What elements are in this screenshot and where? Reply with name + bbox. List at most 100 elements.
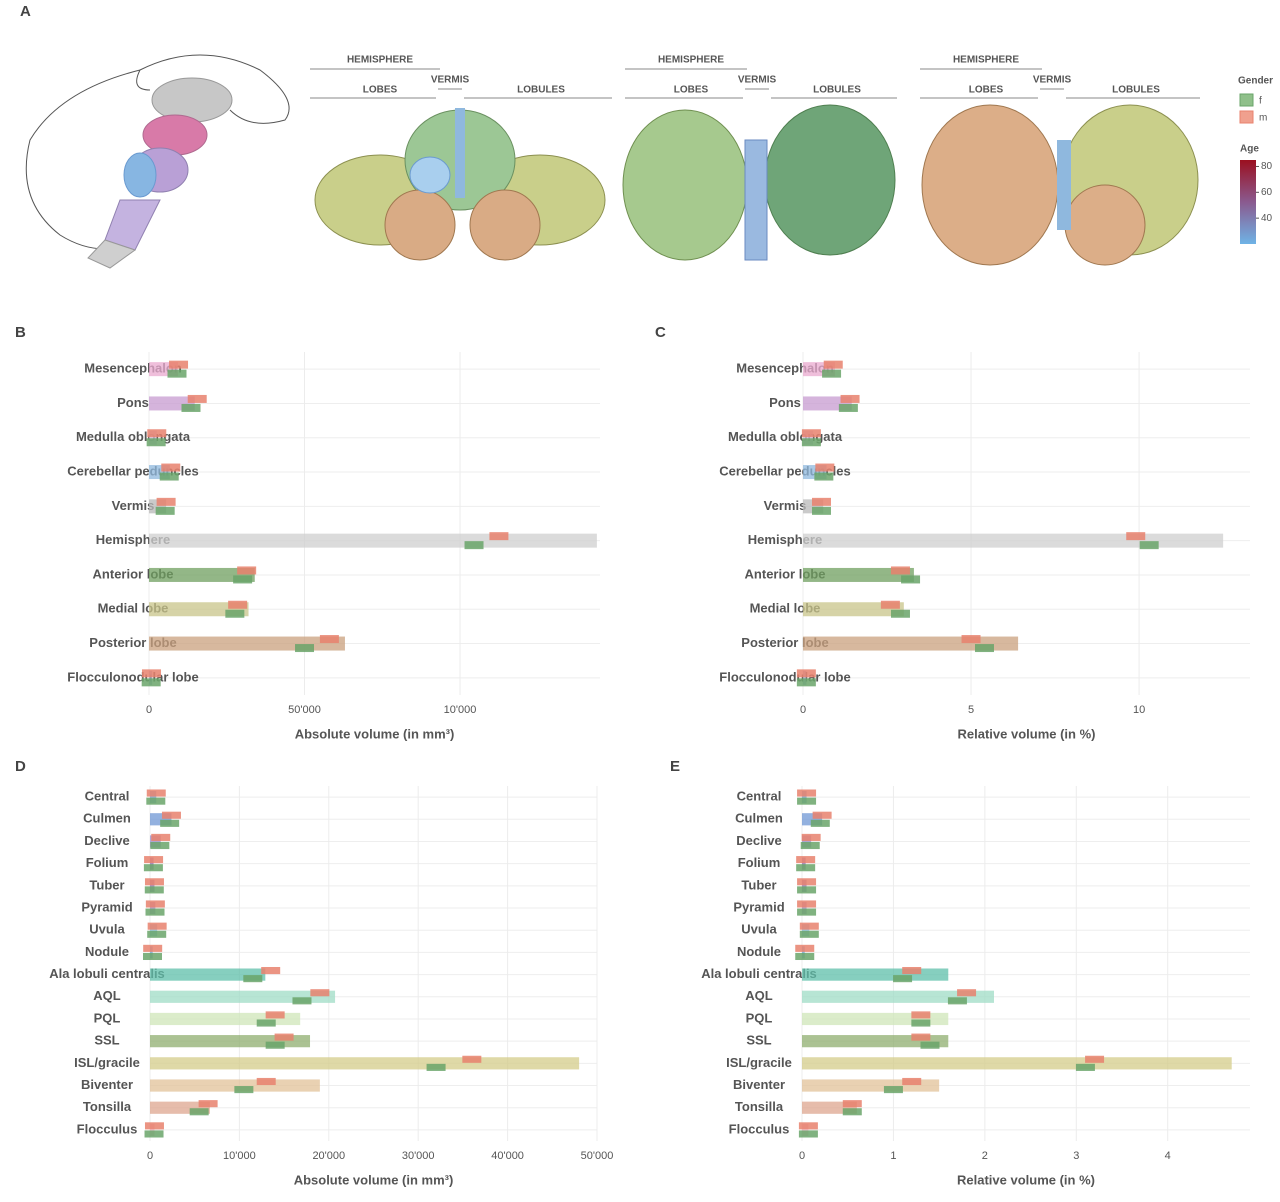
median-box <box>143 944 163 952</box>
y-tick-label: Tonsilla <box>735 1099 784 1114</box>
median-box <box>161 811 181 819</box>
median-box <box>880 600 900 609</box>
median-box <box>1126 532 1146 541</box>
median-box <box>838 403 858 412</box>
bar <box>802 857 806 870</box>
bar <box>150 1123 155 1137</box>
median-box <box>911 1019 931 1027</box>
y-tick-label: Flocculus <box>77 1121 138 1136</box>
x-tick-label: 1 <box>890 1150 896 1162</box>
median-box <box>146 797 166 805</box>
bar <box>149 430 157 445</box>
median-box <box>1085 1055 1105 1063</box>
median-box <box>144 886 164 894</box>
median-box <box>237 566 257 575</box>
median-box <box>796 856 816 864</box>
bar <box>802 924 810 937</box>
median-box <box>801 438 821 447</box>
median-box <box>796 669 816 678</box>
y-tick-label: ISL/gracile <box>726 1055 792 1070</box>
y-tick-label: Ala lobuli centralis <box>49 966 165 981</box>
y-tick-label: Pons <box>769 395 801 410</box>
median-box <box>464 541 484 550</box>
view-label: LOBES <box>674 85 709 96</box>
age-colorbar <box>1240 160 1256 244</box>
brain-sagittal <box>25 54 290 269</box>
bar <box>150 946 153 959</box>
x-tick-label: 10'000 <box>444 704 477 716</box>
panel-label: A <box>20 3 31 20</box>
view-label: VERMIS <box>431 75 470 86</box>
bar <box>802 990 994 1003</box>
panel-label: C <box>655 324 666 341</box>
bar <box>803 533 1224 548</box>
y-tick-label: Ala lobuli centralis <box>701 966 817 981</box>
median-box <box>144 1122 164 1130</box>
median-box <box>144 1130 164 1138</box>
x-tick-label: 40'000 <box>491 1150 524 1162</box>
x-tick-label: 30'000 <box>402 1150 435 1162</box>
median-box <box>160 819 180 827</box>
median-box <box>147 429 167 438</box>
y-tick-label: Flocculus <box>729 1121 790 1136</box>
median-box <box>801 429 821 438</box>
median-box <box>319 635 339 644</box>
median-box <box>181 403 201 412</box>
median-box <box>842 1108 862 1116</box>
median-box <box>797 886 817 894</box>
age-tick-label: 40 <box>1261 213 1273 224</box>
y-tick-label: AQL <box>93 988 121 1003</box>
x-tick-label: 5 <box>968 704 974 716</box>
median-box <box>920 1041 940 1049</box>
median-box <box>902 966 922 975</box>
y-tick-label: Culmen <box>83 811 131 826</box>
bar <box>150 790 157 804</box>
median-box <box>902 1077 922 1086</box>
bar <box>803 567 914 582</box>
x-axis-label: Relative volume (in %) <box>957 1172 1095 1187</box>
bar <box>150 924 158 937</box>
median-box <box>890 566 910 575</box>
median-box <box>141 669 161 678</box>
median-box <box>797 878 817 886</box>
median-box <box>141 678 161 687</box>
median-box <box>274 1033 294 1041</box>
median-box <box>256 1077 276 1086</box>
x-tick-label: 0 <box>799 1150 805 1162</box>
median-box <box>796 678 816 687</box>
median-box <box>810 819 830 827</box>
bar <box>802 1123 809 1137</box>
median-box <box>798 1130 818 1138</box>
median-box <box>795 944 815 952</box>
bar <box>150 879 155 892</box>
median-box <box>815 463 835 472</box>
y-tick-label: Tonsilla <box>83 1099 132 1114</box>
y-tick-label: Folium <box>738 855 781 870</box>
median-box <box>462 1055 482 1063</box>
median-box <box>1139 541 1159 550</box>
x-axis-label: Absolute volume (in mm³) <box>295 726 455 741</box>
y-tick-label: ISL/gracile <box>74 1055 140 1070</box>
y-tick-label: Medulla oblongata <box>76 429 191 444</box>
median-box <box>811 497 831 506</box>
bar <box>802 879 807 892</box>
median-box <box>489 532 509 541</box>
y-tick-label: Tuber <box>89 877 124 892</box>
x-tick-label: 10'000 <box>223 1150 256 1162</box>
median-box <box>146 789 166 797</box>
y-tick-label: Pons <box>117 395 149 410</box>
panel-label: B <box>15 324 26 341</box>
median-box <box>811 506 831 515</box>
x-tick-label: 50'000 <box>581 1150 614 1162</box>
y-tick-label: Central <box>737 789 782 804</box>
y-tick-label: PQL <box>746 1010 773 1025</box>
y-tick-label: Nodule <box>85 944 129 959</box>
median-box <box>797 908 817 916</box>
bar <box>803 670 807 685</box>
median-box <box>159 472 179 481</box>
median-box <box>890 609 910 618</box>
bar <box>150 857 154 870</box>
median-box <box>911 1011 931 1019</box>
x-tick-label: 10 <box>1133 704 1145 716</box>
y-tick-label: Nodule <box>737 944 781 959</box>
